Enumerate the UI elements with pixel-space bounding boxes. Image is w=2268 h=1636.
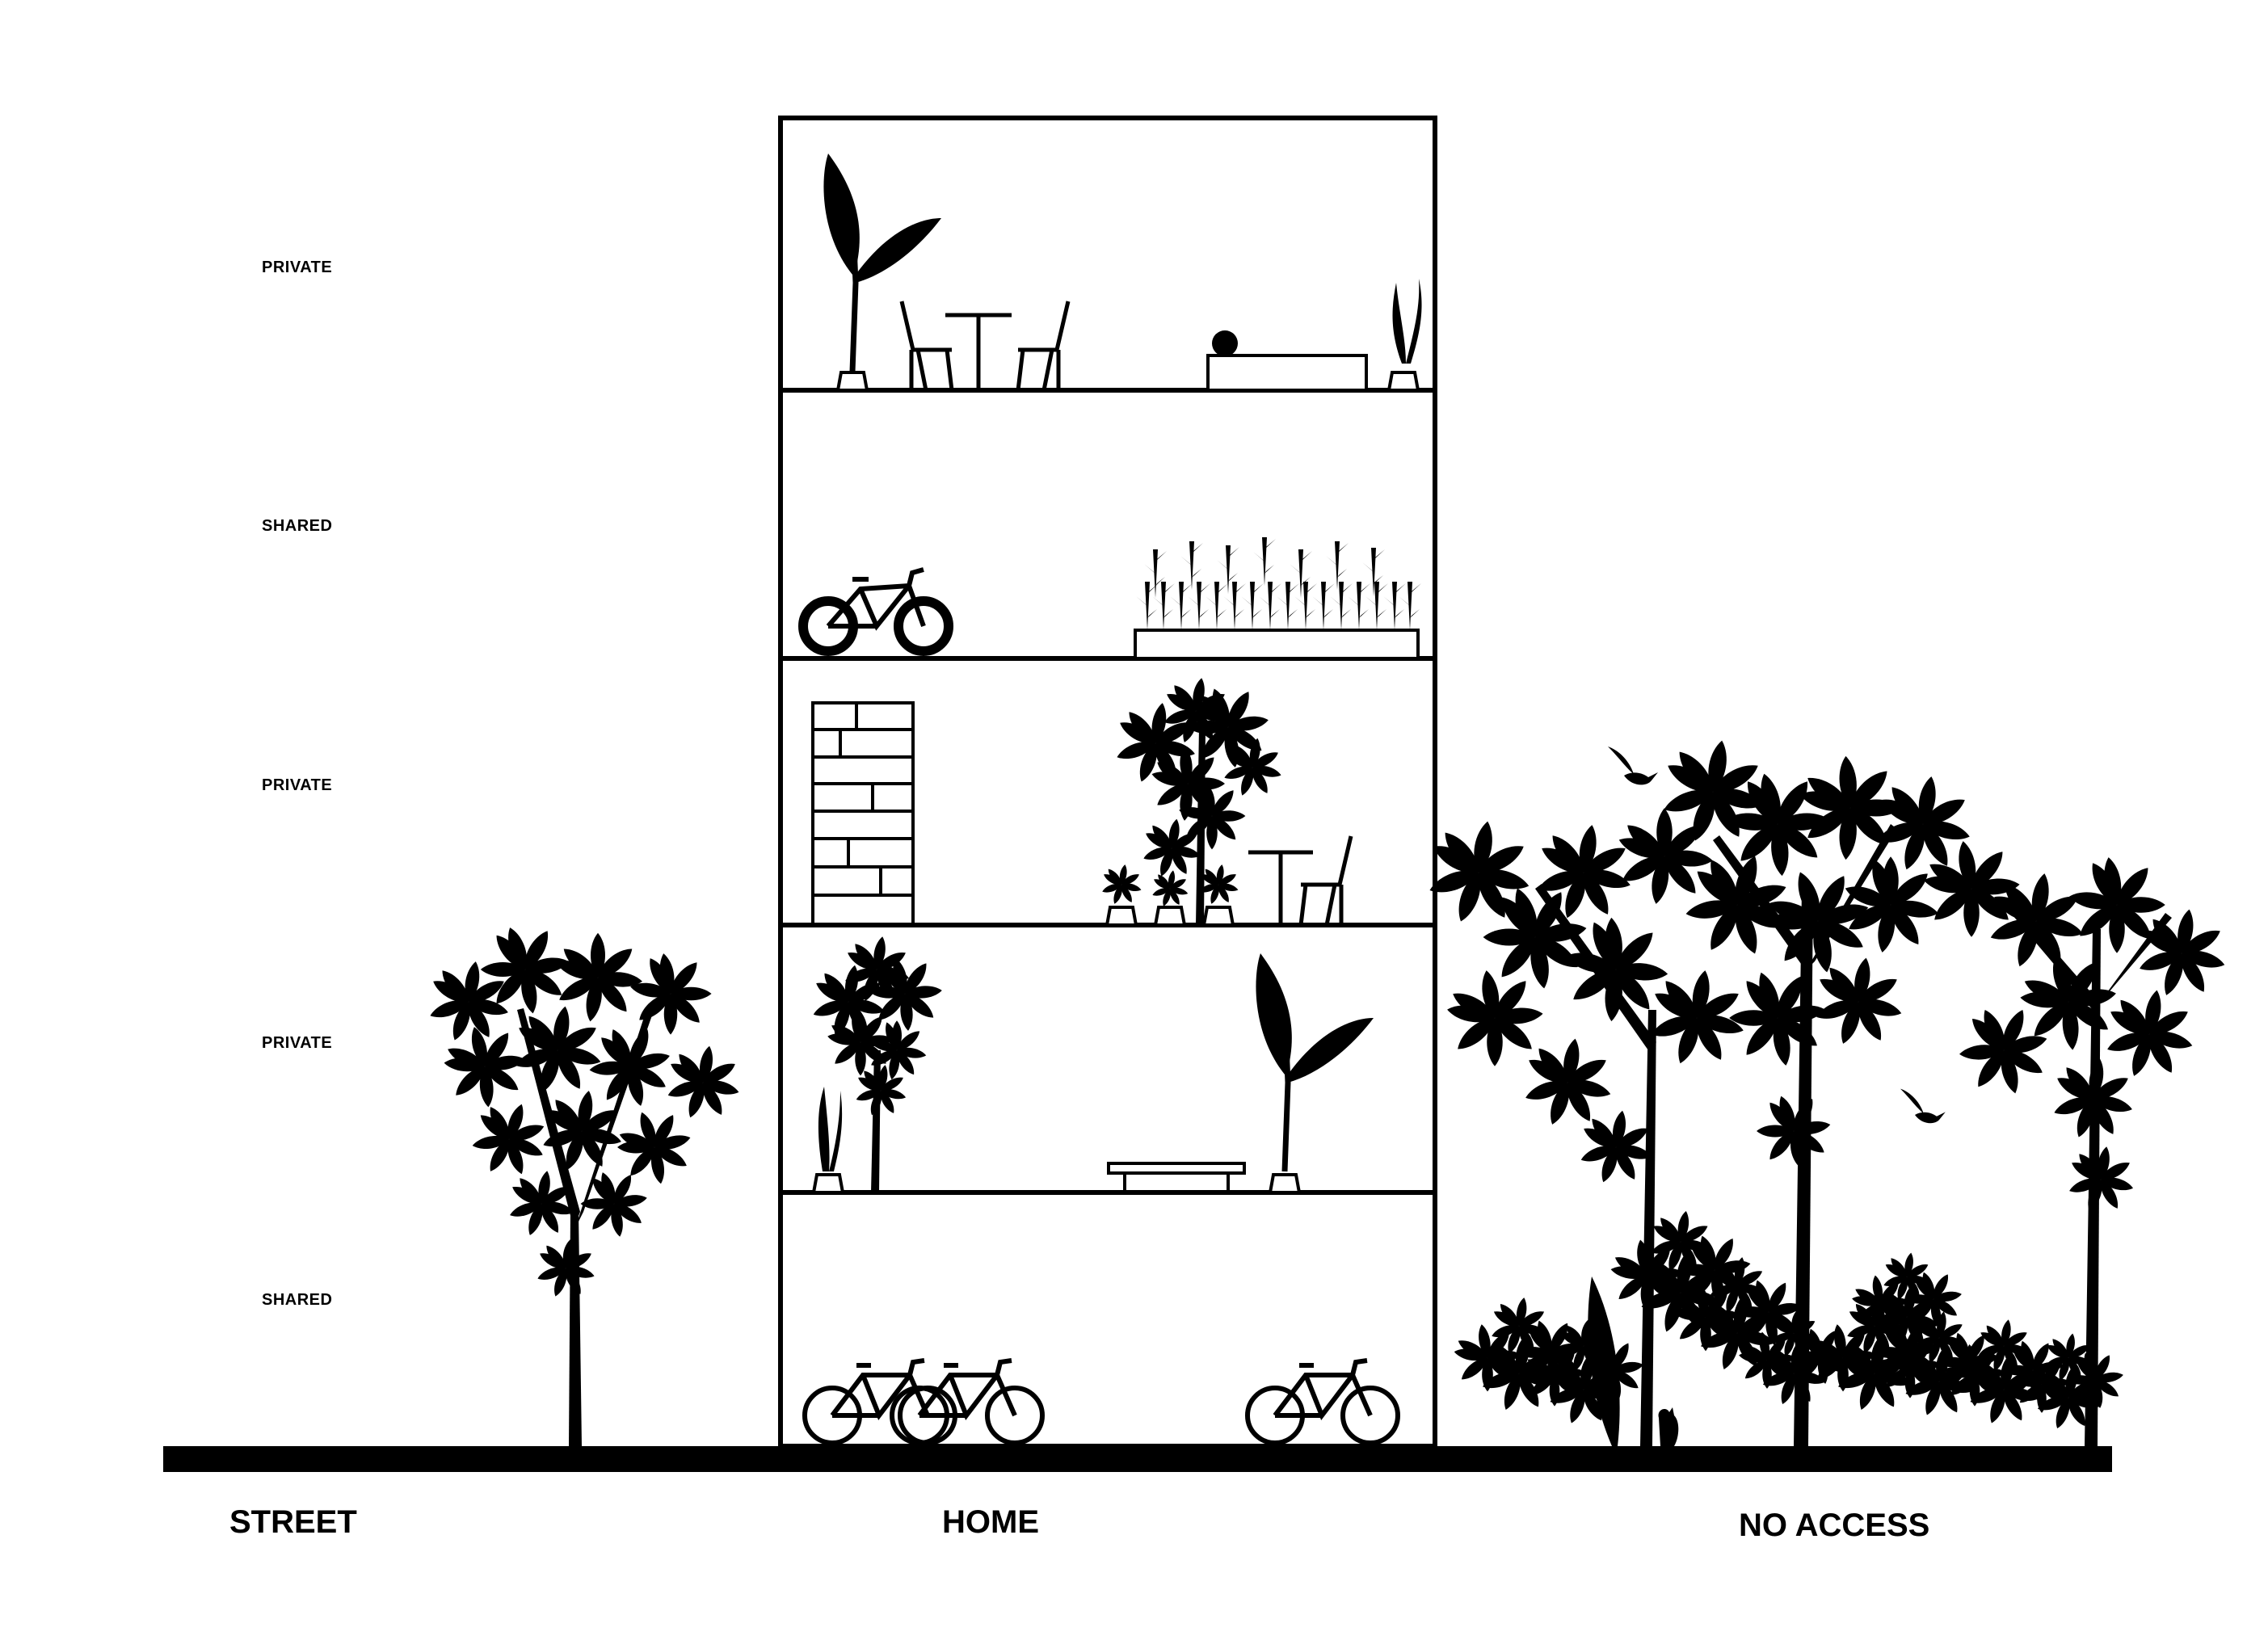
floor-label-level-1: SHARED	[262, 1291, 333, 1309]
floor-label-level-2: PRIVATE	[262, 1034, 333, 1052]
floor-label-level-4: SHARED	[262, 517, 333, 535]
floor-label-level-3: PRIVATE	[262, 776, 333, 794]
level-2-furniture	[811, 936, 1374, 1194]
ground-line	[163, 1446, 2112, 1472]
level-3-furniture	[811, 675, 1351, 925]
no-access-forest	[1427, 739, 2227, 1446]
level-4-furniture	[803, 537, 1421, 660]
level-5-furniture	[823, 154, 1422, 390]
floor-label-level-5: PRIVATE	[262, 259, 333, 276]
zone-label-home: HOME	[942, 1504, 1039, 1540]
zone-label-street: STREET	[229, 1504, 357, 1540]
level-1-bicycles	[805, 1361, 1398, 1443]
zone-label-no-access: NO ACCESS	[1739, 1508, 1930, 1543]
street-tree	[428, 912, 741, 1446]
